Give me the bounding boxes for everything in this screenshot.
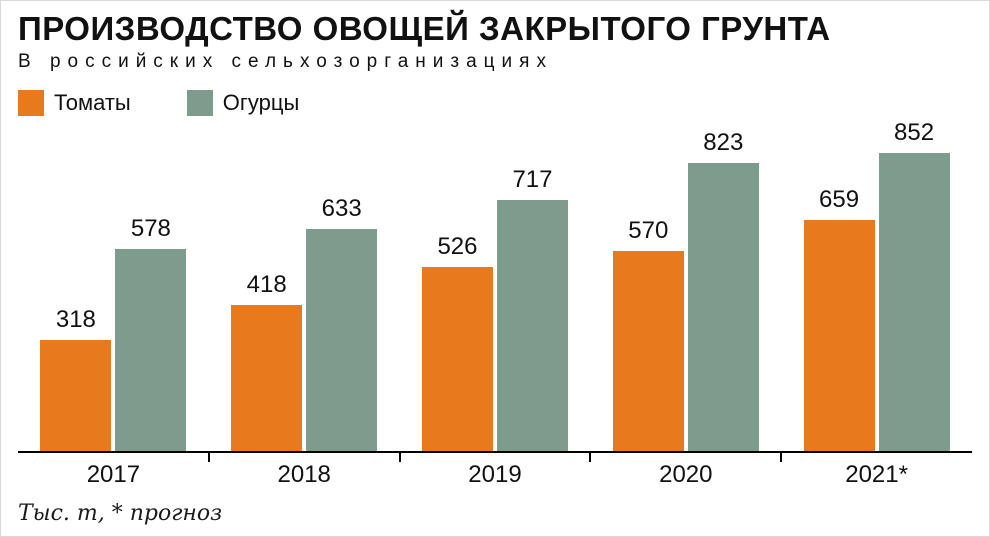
bar-value-label: 659 (819, 186, 860, 214)
bar-wrap-cucumbers-2017: 578 (115, 215, 187, 452)
x-axis-label-2021: 2021* (845, 461, 908, 489)
bar-tomatoes-2018 (231, 305, 303, 452)
bar-cucumbers-2019 (496, 200, 568, 452)
bar-tomatoes-2020 (612, 251, 684, 452)
x-axis: 2017 2018 2019 2020 2021* (18, 451, 972, 489)
bar-group-2018: 418 633 (209, 119, 400, 452)
bar-group-2017: 318 578 (18, 119, 209, 452)
bar-cucumbers-2020 (687, 163, 759, 452)
bar-wrap-tomatoes-2018: 418 (231, 271, 303, 452)
bar-group-2021: 659 852 (781, 119, 972, 452)
bar-tomatoes-2019 (421, 267, 493, 452)
unit-footnote: Тыс. т, * прогноз (18, 501, 223, 527)
bar-tomatoes-2021 (803, 220, 875, 452)
bar-wrap-tomatoes-2019: 526 (421, 233, 493, 452)
legend-label-tomatoes: Томаты (54, 90, 131, 116)
bar-tomatoes-2017 (40, 340, 112, 452)
bar-value-label: 526 (437, 233, 478, 261)
bar-value-label: 823 (703, 129, 744, 157)
bar-wrap-tomatoes-2020: 570 (612, 217, 684, 452)
x-axis-label-2020: 2020 (659, 461, 713, 489)
axis-tick (398, 453, 401, 463)
plot-area: 318 578 418 633 526 717 570 823 659 852 (18, 119, 972, 452)
axis-tick (589, 453, 592, 463)
x-axis-label-2019: 2019 (468, 461, 522, 489)
infographic: ПРОИЗВОДСТВО ОВОЩЕЙ ЗАКРЫТОГО ГРУНТА В р… (1, 1, 989, 526)
bar-wrap-cucumbers-2019: 717 (496, 166, 568, 452)
legend-item-cucumbers: Огурцы (186, 90, 300, 117)
bar-value-label: 418 (246, 271, 287, 299)
bar-value-label: 633 (321, 195, 362, 223)
bar-wrap-cucumbers-2021: 852 (878, 119, 950, 452)
bar-cucumbers-2017 (115, 249, 187, 452)
bar-group-2020: 570 823 (590, 119, 781, 452)
legend-item-tomatoes: Томаты (18, 90, 131, 117)
axis-tick (207, 453, 210, 463)
bar-group-2019: 526 717 (400, 119, 591, 452)
bar-wrap-cucumbers-2020: 823 (687, 129, 759, 452)
legend-label-cucumbers: Огурцы (222, 90, 300, 116)
cucumbers-color-swatch (186, 90, 213, 117)
bar-chart: 318 578 418 633 526 717 570 823 659 852 2017 2018 2… (18, 119, 972, 489)
axis-tick (780, 453, 783, 463)
bar-wrap-tomatoes-2017: 318 (40, 306, 112, 452)
bar-cucumbers-2021 (878, 153, 950, 452)
bar-value-label: 570 (628, 217, 669, 245)
bar-value-label: 578 (130, 215, 171, 243)
bar-wrap-tomatoes-2021: 659 (803, 186, 875, 452)
bar-wrap-cucumbers-2018: 633 (306, 195, 378, 452)
tomatoes-color-swatch (18, 90, 44, 117)
bar-value-label: 318 (55, 306, 96, 334)
chart-subtitle: В российских сельхозорганизациях (18, 51, 553, 73)
x-axis-label-2018: 2018 (277, 461, 331, 489)
chart-title: ПРОИЗВОДСТВО ОВОЩЕЙ ЗАКРЫТОГО ГРУНТА (18, 10, 831, 47)
bar-value-label: 852 (894, 119, 935, 147)
bar-cucumbers-2018 (306, 229, 378, 452)
bar-value-label: 717 (512, 166, 553, 194)
x-axis-label-2017: 2017 (86, 461, 141, 489)
legend: Томаты Огурцы (18, 89, 972, 117)
